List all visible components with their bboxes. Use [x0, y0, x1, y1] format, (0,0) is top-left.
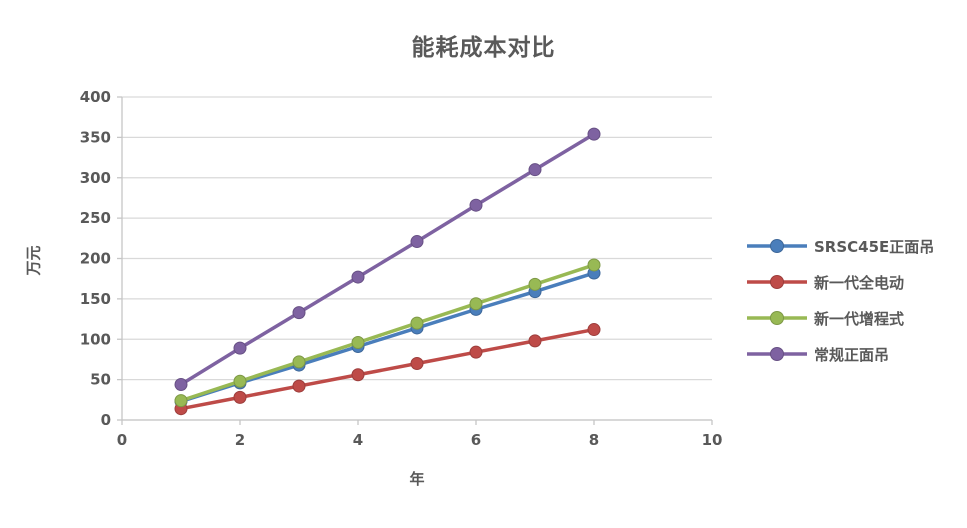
series-3-point-x3: [292, 306, 306, 320]
y-tick-label-300: 300: [80, 169, 111, 187]
x-tick-label-6: 6: [471, 431, 481, 449]
y-axis-title: 万元: [24, 245, 43, 276]
legend: SRSC45E正面吊 新一代全电动 新一代增程式 常规正面吊: [745, 228, 965, 372]
x-axis-title: 年: [409, 470, 425, 488]
x-tick-label-0: 0: [117, 431, 127, 449]
series-2-point-x3: [292, 355, 306, 369]
series-1-point-x8: [587, 323, 601, 337]
series-2-point-x1: [174, 394, 188, 408]
series-line-1: [179, 327, 596, 411]
legend-item-3: 常规正面吊: [745, 336, 965, 372]
y-tick-label-200: 200: [80, 250, 111, 268]
series-1-point-x7: [528, 334, 542, 348]
legend-marker-icon: [747, 239, 807, 253]
y-tick-label-350: 350: [80, 128, 111, 146]
legend-marker-icon: [747, 311, 807, 325]
legend-marker-icon: [747, 275, 807, 289]
y-tick-label-400: 400: [80, 88, 111, 106]
series-3-point-x2: [233, 341, 247, 355]
series-line-3: [179, 132, 596, 387]
legend-item-1: 新一代全电动: [745, 264, 965, 300]
y-tick-label-50: 50: [90, 371, 111, 389]
x-tick-label-2: 2: [235, 431, 245, 449]
series-3-point-x5: [410, 235, 424, 249]
y-tick-label-150: 150: [80, 290, 111, 308]
legend-marker-icon: [747, 347, 807, 361]
series-1-point-x5: [410, 356, 424, 370]
series-3-point-x6: [469, 198, 483, 212]
y-tick-label-250: 250: [80, 209, 111, 227]
legend-label-3: 常规正面吊: [814, 345, 890, 364]
series-2-point-x5: [410, 316, 424, 330]
series-3-point-x7: [528, 163, 542, 177]
series-2-point-x4: [351, 335, 365, 349]
series-2-point-x6: [469, 297, 483, 311]
x-tick-label-4: 4: [353, 431, 363, 449]
legend-item-2: 新一代增程式: [745, 300, 965, 336]
series-1-point-x6: [469, 345, 483, 359]
series-1-point-x3: [292, 379, 306, 393]
x-tick-label-8: 8: [589, 431, 599, 449]
series-3-point-x8: [587, 127, 601, 141]
series-3-point-x4: [351, 270, 365, 284]
x-tick-label-10: 10: [702, 431, 723, 449]
series-2-point-x2: [233, 374, 247, 388]
legend-item-0: SRSC45E正面吊: [745, 228, 965, 264]
legend-label-2: 新一代增程式: [814, 309, 905, 328]
legend-label-1: 新一代全电动: [814, 273, 905, 292]
y-tick-label-100: 100: [80, 330, 111, 348]
series-1-point-x4: [351, 368, 365, 382]
series-2-point-x8: [587, 258, 601, 272]
chart-title: 能耗成本对比: [411, 35, 556, 61]
y-tick-label-0: 0: [101, 411, 111, 429]
series-1-point-x2: [233, 390, 247, 404]
series-2-point-x7: [528, 277, 542, 291]
legend-label-0: SRSC45E正面吊: [814, 237, 935, 256]
series-3-point-x1: [174, 377, 188, 391]
series-line-0: [179, 271, 596, 404]
series-line-2: [179, 263, 596, 403]
